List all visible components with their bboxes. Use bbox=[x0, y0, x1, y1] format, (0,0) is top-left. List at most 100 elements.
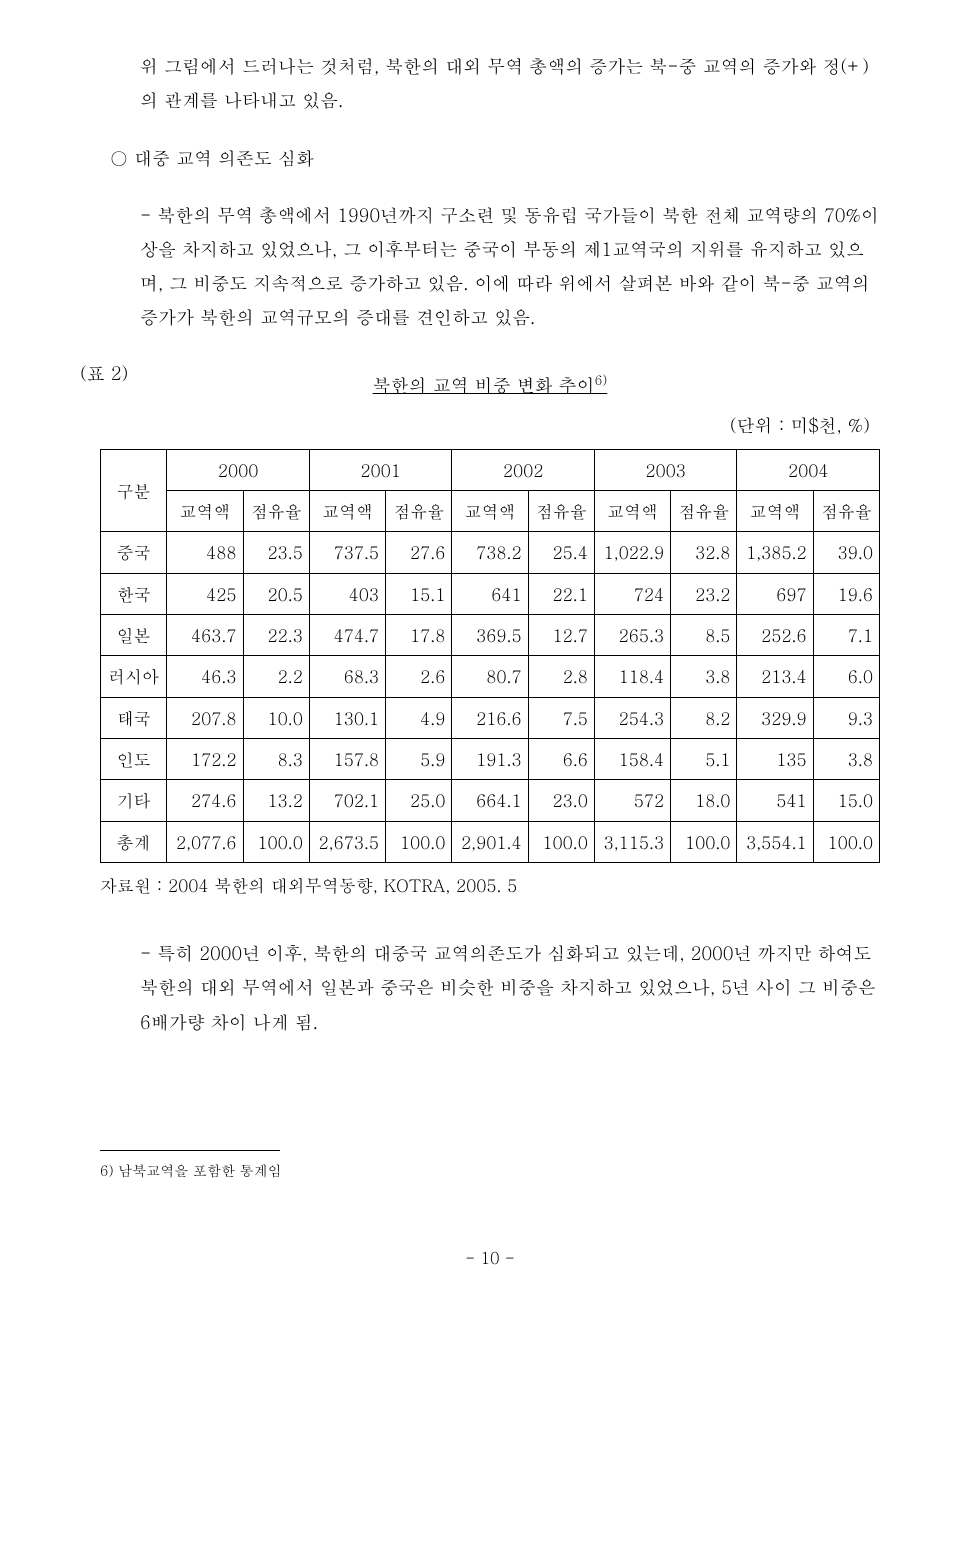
data-cell: 2,901.4 bbox=[452, 821, 528, 862]
table-body: 중국48823.5737.527.6738.225.41,022.932.81,… bbox=[101, 532, 880, 862]
data-cell: 130.1 bbox=[309, 697, 385, 738]
data-cell: 135 bbox=[737, 738, 813, 779]
data-cell: 23.2 bbox=[671, 573, 737, 614]
data-cell: 32.8 bbox=[671, 532, 737, 573]
data-cell: 254.3 bbox=[594, 697, 670, 738]
data-cell: 172.2 bbox=[167, 738, 243, 779]
data-cell: 3.8 bbox=[813, 738, 879, 779]
header-share: 점유율 bbox=[813, 491, 879, 532]
data-cell: 463.7 bbox=[167, 615, 243, 656]
data-cell: 664.1 bbox=[452, 780, 528, 821]
header-share: 점유율 bbox=[528, 491, 594, 532]
table-title: 북한의 교역 비중 변화 추이6) bbox=[100, 368, 880, 403]
body-paragraph: - 북한의 무역 총액에서 1990년까지 구소련 및 동유럽 국가들이 북한 … bbox=[100, 199, 880, 336]
data-cell: 100.0 bbox=[671, 821, 737, 862]
row-label: 총계 bbox=[101, 821, 167, 862]
data-cell: 425 bbox=[167, 573, 243, 614]
data-cell: 100.0 bbox=[813, 821, 879, 862]
table-unit: (단위 : 미$천, %) bbox=[100, 409, 880, 443]
trade-share-table: 구분 2000 2001 2002 2003 2004 교역액 점유율 교역액 … bbox=[100, 449, 880, 863]
data-cell: 474.7 bbox=[309, 615, 385, 656]
data-cell: 18.0 bbox=[671, 780, 737, 821]
data-cell: 7.5 bbox=[528, 697, 594, 738]
row-label: 일본 bbox=[101, 615, 167, 656]
data-cell: 4.9 bbox=[386, 697, 452, 738]
header-share: 점유율 bbox=[671, 491, 737, 532]
data-cell: 216.6 bbox=[452, 697, 528, 738]
data-cell: 2.6 bbox=[386, 656, 452, 697]
data-cell: 23.5 bbox=[243, 532, 309, 573]
header-amount: 교역액 bbox=[452, 491, 528, 532]
data-cell: 68.3 bbox=[309, 656, 385, 697]
data-cell: 158.4 bbox=[594, 738, 670, 779]
data-cell: 8.3 bbox=[243, 738, 309, 779]
table-row: 러시아46.32.268.32.680.72.8118.43.8213.46.0 bbox=[101, 656, 880, 697]
data-cell: 46.3 bbox=[167, 656, 243, 697]
data-cell: 118.4 bbox=[594, 656, 670, 697]
data-cell: 738.2 bbox=[452, 532, 528, 573]
row-label: 중국 bbox=[101, 532, 167, 573]
header-share: 점유율 bbox=[243, 491, 309, 532]
table-row: 중국48823.5737.527.6738.225.41,022.932.81,… bbox=[101, 532, 880, 573]
data-cell: 5.9 bbox=[386, 738, 452, 779]
data-cell: 8.5 bbox=[671, 615, 737, 656]
data-cell: 157.8 bbox=[309, 738, 385, 779]
data-cell: 724 bbox=[594, 573, 670, 614]
data-cell: 2,673.5 bbox=[309, 821, 385, 862]
data-cell: 488 bbox=[167, 532, 243, 573]
data-cell: 2.2 bbox=[243, 656, 309, 697]
data-cell: 329.9 bbox=[737, 697, 813, 738]
data-cell: 6.0 bbox=[813, 656, 879, 697]
data-cell: 15.1 bbox=[386, 573, 452, 614]
data-cell: 100.0 bbox=[386, 821, 452, 862]
data-cell: 1,022.9 bbox=[594, 532, 670, 573]
table-row: 일본463.722.3474.717.8369.512.7265.38.5252… bbox=[101, 615, 880, 656]
data-cell: 100.0 bbox=[528, 821, 594, 862]
header-year: 2004 bbox=[737, 449, 880, 490]
section-heading: ○ 대중 교역 의존도 심화 bbox=[100, 142, 880, 176]
data-cell: 2.8 bbox=[528, 656, 594, 697]
data-cell: 80.7 bbox=[452, 656, 528, 697]
data-cell: 191.3 bbox=[452, 738, 528, 779]
data-cell: 25.4 bbox=[528, 532, 594, 573]
row-label: 한국 bbox=[101, 573, 167, 614]
row-label: 인도 bbox=[101, 738, 167, 779]
data-cell: 541 bbox=[737, 780, 813, 821]
data-cell: 25.0 bbox=[386, 780, 452, 821]
data-cell: 641 bbox=[452, 573, 528, 614]
data-cell: 207.8 bbox=[167, 697, 243, 738]
data-cell: 19.6 bbox=[813, 573, 879, 614]
data-cell: 737.5 bbox=[309, 532, 385, 573]
header-year: 2000 bbox=[167, 449, 310, 490]
row-label: 기타 bbox=[101, 780, 167, 821]
data-cell: 213.4 bbox=[737, 656, 813, 697]
data-cell: 27.6 bbox=[386, 532, 452, 573]
conclusion-paragraph: - 특히 2000년 이후, 북한의 대중국 교역의존도가 심화되고 있는데, … bbox=[100, 937, 880, 1040]
data-cell: 7.1 bbox=[813, 615, 879, 656]
data-cell: 23.0 bbox=[528, 780, 594, 821]
header-year: 2003 bbox=[594, 449, 737, 490]
table-row: 태국207.810.0130.14.9216.67.5254.38.2329.9… bbox=[101, 697, 880, 738]
footnote-separator bbox=[100, 1150, 280, 1151]
data-cell: 6.6 bbox=[528, 738, 594, 779]
data-cell: 3.8 bbox=[671, 656, 737, 697]
data-cell: 39.0 bbox=[813, 532, 879, 573]
data-cell: 403 bbox=[309, 573, 385, 614]
data-cell: 12.7 bbox=[528, 615, 594, 656]
data-cell: 3,554.1 bbox=[737, 821, 813, 862]
table-row: 한국42520.540315.164122.172423.269719.6 bbox=[101, 573, 880, 614]
data-cell: 1,385.2 bbox=[737, 532, 813, 573]
row-label: 태국 bbox=[101, 697, 167, 738]
header-amount: 교역액 bbox=[309, 491, 385, 532]
table-header: 구분 2000 2001 2002 2003 2004 교역액 점유율 교역액 … bbox=[101, 449, 880, 532]
row-label: 러시아 bbox=[101, 656, 167, 697]
table-row: 총계2,077.6100.02,673.5100.02,901.4100.03,… bbox=[101, 821, 880, 862]
header-share: 점유율 bbox=[386, 491, 452, 532]
header-year: 2001 bbox=[309, 449, 452, 490]
table-row: 인도172.28.3157.85.9191.36.6158.45.11353.8 bbox=[101, 738, 880, 779]
data-cell: 15.0 bbox=[813, 780, 879, 821]
data-cell: 252.6 bbox=[737, 615, 813, 656]
data-cell: 17.8 bbox=[386, 615, 452, 656]
data-cell: 369.5 bbox=[452, 615, 528, 656]
data-cell: 3,115.3 bbox=[594, 821, 670, 862]
